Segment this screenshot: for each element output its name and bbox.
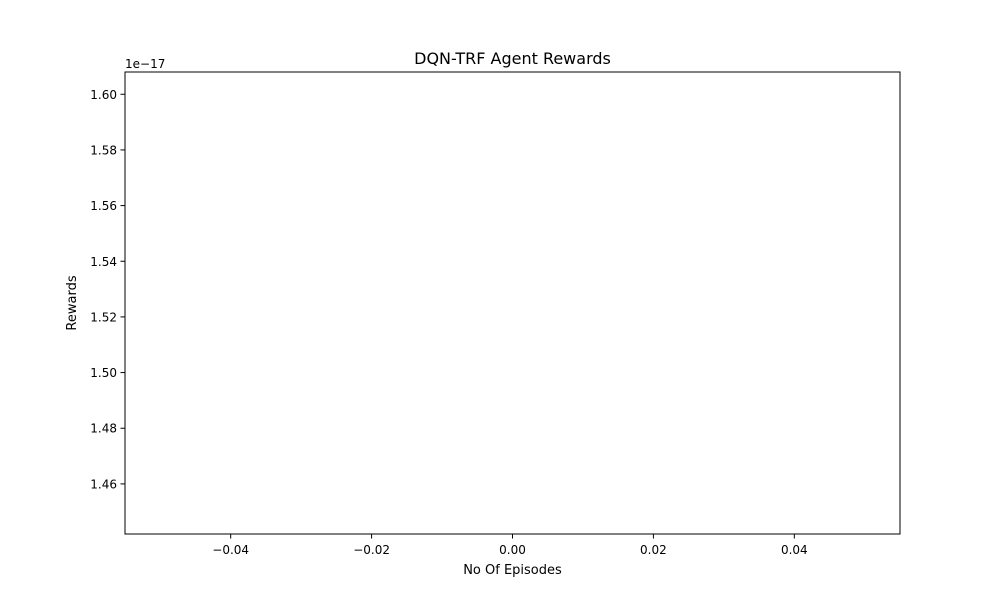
y-tick-label: 1.52 — [90, 310, 117, 324]
x-tick-label: 0.00 — [499, 543, 526, 557]
y-axis-ticks: 1.46 1.48 1.50 1.52 1.54 1.56 1.58 1.60 — [90, 88, 125, 491]
y-tick-label: 1.54 — [90, 255, 117, 269]
x-tick-label: 0.04 — [781, 543, 808, 557]
y-tick-label: 1.60 — [90, 88, 117, 102]
x-tick-label: 0.02 — [640, 543, 667, 557]
chart-title: DQN-TRF Agent Rewards — [414, 49, 611, 68]
plot-area-frame — [124, 71, 901, 535]
x-tick-label: −0.02 — [353, 543, 390, 557]
y-axis-label: Rewards — [65, 275, 80, 330]
y-tick-label: 1.56 — [90, 199, 117, 213]
y-axis-offset-label: 1e−17 — [125, 57, 165, 71]
y-tick-label: 1.48 — [90, 422, 117, 436]
y-tick-label: 1.46 — [90, 477, 117, 491]
x-axis-label: No Of Episodes — [463, 563, 562, 578]
y-tick-label: 1.50 — [90, 366, 117, 380]
x-tick-label: −0.04 — [212, 543, 249, 557]
x-axis-ticks: −0.04 −0.02 0.00 0.02 0.04 — [212, 534, 808, 557]
y-tick-label: 1.58 — [90, 143, 117, 157]
